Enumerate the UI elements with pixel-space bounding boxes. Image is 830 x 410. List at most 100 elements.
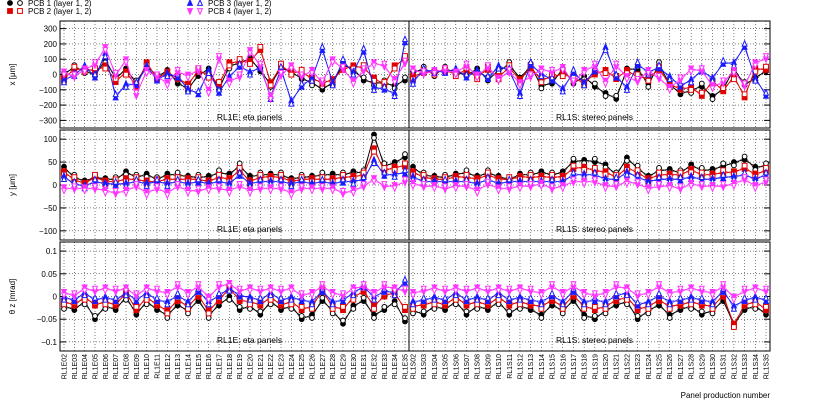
x-tick-label: RL1S05 [443,354,450,379]
data-point [687,68,695,76]
y-axis-title: x [μm] [8,64,17,86]
data-point [666,289,673,297]
data-point [741,174,748,182]
data-point [484,293,492,301]
data-point [484,71,492,79]
data-point [360,172,367,181]
data-point [370,292,378,300]
data-point [591,290,599,298]
data-point [420,285,427,293]
x-tick-label: RL1E12 [165,354,172,379]
data-point [60,292,68,300]
y-tick-label: 50 [48,158,57,167]
data-point [329,292,336,300]
data-point [623,284,631,292]
data-point [409,289,417,297]
data-point [123,71,129,78]
data-point [122,284,130,292]
data-point [602,93,609,99]
data-point [246,50,254,58]
data-point [246,284,254,292]
data-point [60,295,68,303]
data-point [339,187,347,196]
data-point [538,300,545,308]
series-line [63,39,406,105]
data-point [164,292,171,300]
data-point [226,286,233,294]
x-tick-label: RL1E28 [330,354,337,379]
series-line [63,279,406,305]
data-point [762,293,770,301]
data-point [602,182,609,190]
data-point [645,77,652,84]
data-point [391,65,398,72]
data-point [308,67,316,75]
data-point [402,160,408,167]
data-point [391,76,398,84]
data-point [666,83,673,91]
data-point [752,182,759,190]
x-tick-label: RL1E29 [341,354,348,379]
data-point [277,175,285,183]
data-point [360,44,367,52]
data-point [463,308,470,315]
x-tick-label: RL1E06 [103,354,110,379]
data-point [226,80,233,89]
data-point [463,70,470,78]
legend-label: PCB 3 (layer 1, 2) [208,0,272,8]
data-point [613,292,620,300]
data-point [340,317,346,324]
data-point [506,285,513,293]
data-point [752,62,759,70]
data-point [613,70,620,78]
data-point [236,62,243,70]
data-point [655,281,663,289]
data-point [102,52,109,60]
data-point [645,292,652,300]
data-point [762,285,770,293]
data-point [602,45,609,54]
data-point [687,287,695,295]
data-point [559,87,566,95]
x-tick-label: RL1S07 [464,354,471,379]
data-point [474,284,481,292]
data-point [548,183,556,191]
x-tick-label: RL1S14 [539,354,546,379]
data-point [762,88,770,96]
data-point [548,281,556,289]
data-point [205,296,212,305]
data-point [298,71,305,79]
data-point [516,91,524,99]
data-point [339,290,347,298]
data-point [677,82,684,90]
data-point [122,287,130,295]
data-point [720,281,727,289]
data-point [602,185,609,193]
data-point [174,288,181,297]
data-point [339,54,347,62]
x-tick-label: RL1E07 [113,354,120,379]
data-point [741,42,748,50]
data-point [329,184,336,192]
data-point [527,296,534,304]
x-tick-label: RL1S24 [646,354,653,379]
series-line [63,162,406,189]
data-point [634,313,641,319]
panel-1: −300 −200 −100 0 100 200 300 x [μm] RL1E: eta pa… [8,20,771,129]
data-point [288,287,295,295]
data-point [720,173,727,182]
data-point [370,178,378,186]
data-point [60,78,68,86]
data-point [350,186,357,194]
data-point [420,296,427,304]
data-point [452,290,459,299]
data-point [538,71,545,80]
x-tick-label: RL1S30 [710,354,717,379]
data-point [548,76,556,84]
data-point [226,279,233,288]
data-point [762,168,770,176]
data-point [308,184,316,192]
series-line [412,297,767,328]
data-point [153,296,161,304]
data-point [762,296,770,304]
